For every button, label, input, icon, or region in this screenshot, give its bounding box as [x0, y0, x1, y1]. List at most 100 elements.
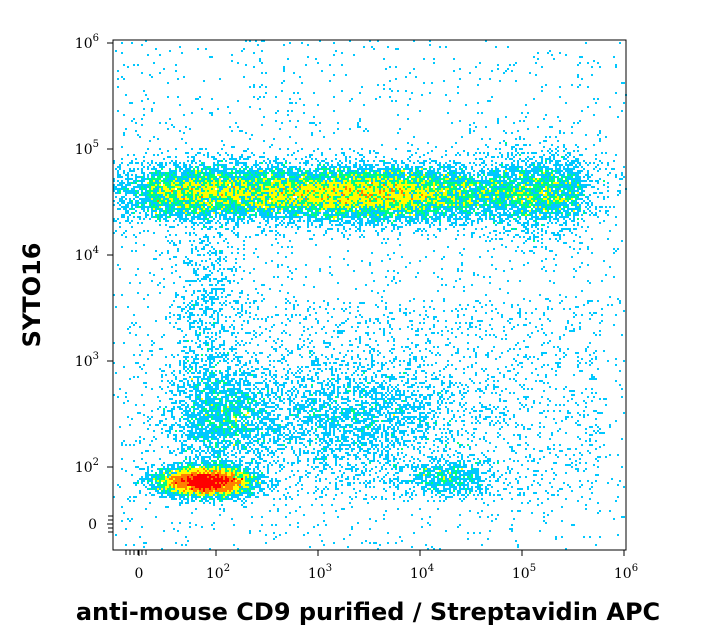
- event-dot: [149, 190, 151, 192]
- event-dot: [349, 156, 351, 158]
- event-dot: [225, 200, 227, 202]
- event-dot: [425, 198, 427, 200]
- event-dot: [213, 196, 215, 198]
- event-dot: [409, 190, 411, 192]
- event-dot: [299, 174, 301, 176]
- event-dot: [385, 194, 387, 196]
- event-dot: [519, 120, 521, 122]
- event-dot: [251, 184, 253, 186]
- event-dot: [175, 202, 177, 204]
- event-dot: [251, 172, 253, 174]
- event-dot: [435, 146, 437, 148]
- event-dot: [239, 180, 241, 182]
- event-dot: [291, 166, 293, 168]
- event-dot: [195, 188, 197, 190]
- event-dot: [497, 156, 499, 158]
- event-dot: [573, 166, 575, 168]
- event-dot: [313, 192, 315, 194]
- event-dot: [409, 156, 411, 158]
- event-dot: [177, 184, 179, 186]
- event-dot: [149, 172, 151, 174]
- event-dot: [397, 192, 399, 194]
- event-dot: [539, 186, 541, 188]
- event-dot: [491, 180, 493, 182]
- event-dot: [171, 170, 173, 172]
- event-dot: [475, 196, 477, 198]
- event-dot: [143, 204, 145, 206]
- event-dot: [235, 170, 237, 172]
- event-dot: [439, 178, 441, 180]
- event-dot: [347, 188, 349, 190]
- event-dot: [511, 188, 513, 190]
- event-dot: [377, 178, 379, 180]
- event-dot: [301, 194, 303, 196]
- event-dot: [349, 184, 351, 186]
- event-dot: [583, 180, 585, 182]
- event-dot: [435, 202, 437, 204]
- event-dot: [167, 198, 169, 200]
- event-dot: [119, 174, 121, 176]
- event-dot: [499, 178, 501, 180]
- event-dot: [559, 170, 561, 172]
- event-dot: [281, 184, 283, 186]
- event-dot: [469, 174, 471, 176]
- event-dot: [547, 172, 549, 174]
- event-dot: [501, 200, 503, 202]
- event-dot: [385, 170, 387, 172]
- event-dot: [437, 188, 439, 190]
- event-dot: [411, 168, 413, 170]
- event-dot: [277, 194, 279, 196]
- event-dot: [195, 180, 197, 182]
- event-dot: [355, 176, 357, 178]
- event-dot: [405, 196, 407, 198]
- event-dot: [255, 40, 257, 42]
- event-dot: [385, 186, 387, 188]
- event-dot: [191, 148, 193, 150]
- event-dot: [557, 196, 559, 198]
- event-dot: [443, 196, 445, 198]
- event-dot: [389, 198, 391, 200]
- event-dot: [349, 172, 351, 174]
- event-dot: [373, 190, 375, 192]
- event-dot: [243, 182, 245, 184]
- event-dot: [475, 190, 477, 192]
- event-dot: [415, 188, 417, 190]
- event-dot: [261, 190, 263, 192]
- event-dot: [337, 186, 339, 188]
- event-dot: [237, 198, 239, 200]
- event-dot: [169, 178, 171, 180]
- event-dot: [587, 202, 589, 204]
- event-dot: [293, 202, 295, 204]
- event-dot: [375, 196, 377, 198]
- event-dot: [477, 112, 479, 114]
- event-dot: [297, 196, 299, 198]
- event-dot: [321, 176, 323, 178]
- event-dot: [523, 120, 525, 122]
- event-dot: [223, 178, 225, 180]
- event-dot: [365, 174, 367, 176]
- event-dot: [487, 168, 489, 170]
- event-dot: [427, 152, 429, 154]
- event-dot: [177, 204, 179, 206]
- event-dot: [391, 178, 393, 180]
- event-dot: [545, 192, 547, 194]
- event-dot: [357, 190, 359, 192]
- event-dot: [201, 182, 203, 184]
- event-dot: [381, 174, 383, 176]
- event-dot: [549, 136, 551, 138]
- event-dot: [301, 198, 303, 200]
- event-dot: [575, 160, 577, 162]
- event-dot: [167, 184, 169, 186]
- event-dot: [477, 188, 479, 190]
- event-dot: [505, 144, 507, 146]
- event-dot: [583, 184, 585, 186]
- event-dot: [249, 186, 251, 188]
- event-dot: [137, 168, 139, 170]
- event-dot: [173, 186, 175, 188]
- event-dot: [567, 184, 569, 186]
- event-dot: [513, 170, 515, 172]
- event-dot: [223, 164, 225, 166]
- event-dot: [235, 180, 237, 182]
- event-dot: [463, 150, 465, 152]
- event-dot: [229, 178, 231, 180]
